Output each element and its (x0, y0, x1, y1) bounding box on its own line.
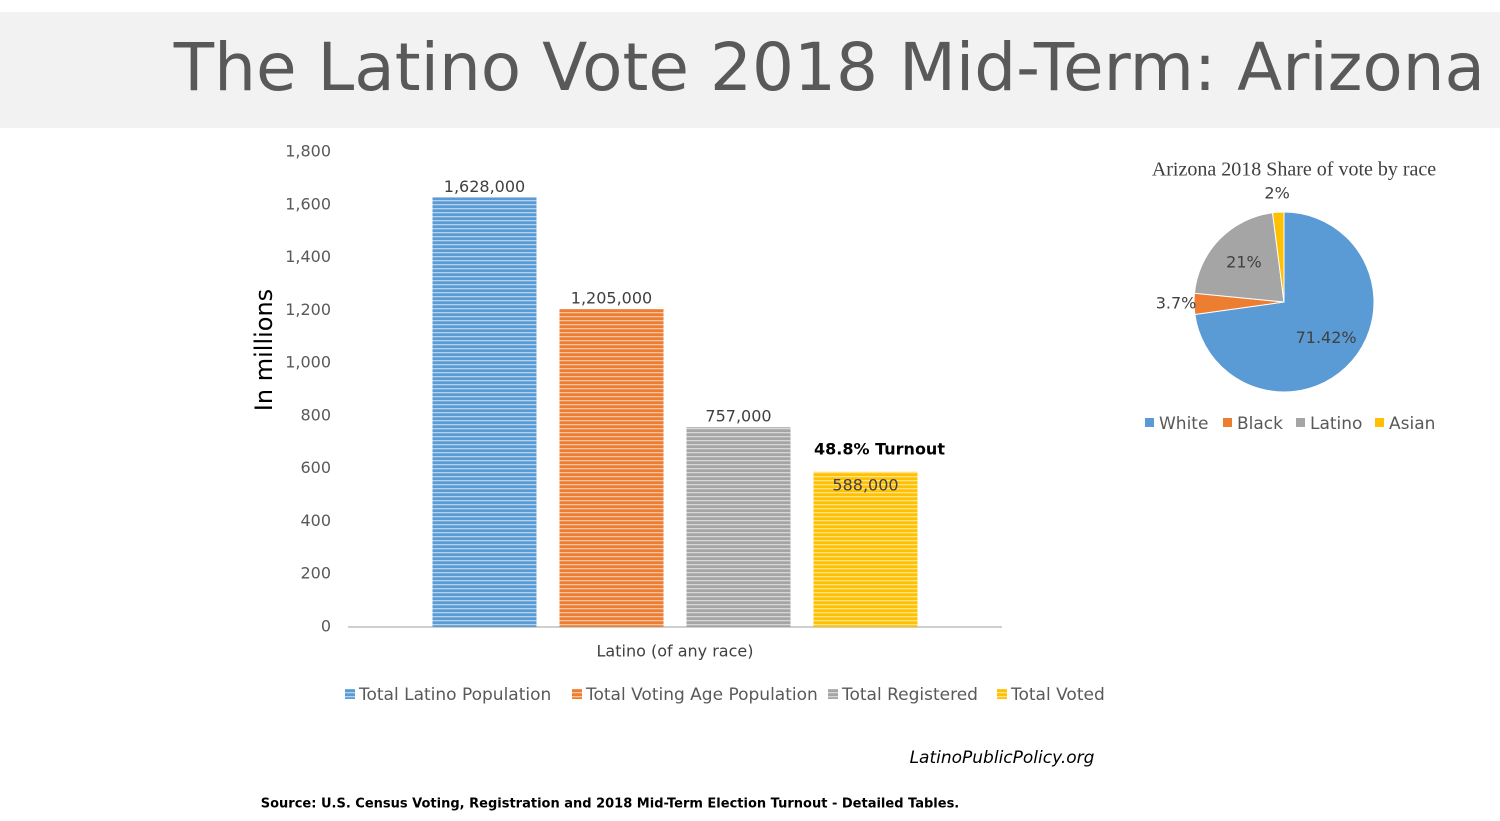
y-tick-label: 1,800 (285, 142, 331, 161)
legend-swatch (828, 689, 838, 699)
pie-label: 21% (1226, 253, 1262, 272)
legend-label: Black (1237, 414, 1283, 434)
y-tick-label: 1,200 (285, 300, 331, 319)
legend-swatch (572, 689, 582, 699)
legend-swatch (1223, 418, 1232, 427)
y-tick-label: 200 (300, 564, 331, 583)
data-label: 588,000 (832, 475, 898, 494)
pie-title: Arizona 2018 Share of vote by race (1152, 159, 1436, 181)
y-tick-label: 0 (321, 617, 331, 636)
pie-slice (1193, 212, 1285, 303)
pie-label: 3.7% (1156, 294, 1197, 313)
y-tick-label: 1,400 (285, 247, 331, 266)
website: LatinoPublicPolicy.org (910, 748, 1095, 768)
legend-swatch (1296, 418, 1305, 427)
y-tick-label: 600 (300, 458, 331, 477)
y-axis-label: In millions (250, 289, 278, 411)
slide-title: The Latino Vote 2018 Mid-Term: Arizona (173, 29, 1485, 106)
bar (813, 471, 918, 627)
pie-label: 71.42% (1296, 328, 1357, 347)
legend-swatch (997, 689, 1007, 699)
annotation: 48.8% Turnout (814, 439, 945, 458)
source: Source: U.S. Census Voting, Registration… (261, 797, 960, 812)
pie-slice (1271, 211, 1285, 303)
y-tick-label: 1,600 (285, 194, 331, 213)
legend-label: Latino (1310, 414, 1362, 434)
bar (686, 427, 791, 627)
data-label: 1,628,000 (444, 177, 525, 196)
legend-label: Total Voting Age Population (585, 685, 818, 705)
legend-label: Total Latino Population (358, 685, 551, 705)
y-tick-label: 800 (300, 405, 331, 424)
y-tick-label: 400 (300, 511, 331, 530)
title-band (0, 12, 1500, 128)
data-label: 757,000 (705, 407, 771, 426)
legend-swatch (1375, 418, 1384, 427)
legend-label: Total Voted (1010, 685, 1105, 705)
pie-label: 2% (1264, 184, 1289, 203)
bar (559, 309, 664, 627)
bar (432, 197, 537, 627)
x-tick-label: Latino (of any race) (597, 642, 754, 661)
legend-label: Asian (1389, 414, 1435, 434)
legend-swatch (1145, 418, 1154, 427)
legend-label: White (1159, 414, 1208, 434)
legend-swatch (345, 689, 355, 699)
data-label: 1,205,000 (571, 289, 652, 308)
y-tick-label: 1,000 (285, 353, 331, 372)
legend-label: Total Registered (841, 685, 978, 705)
